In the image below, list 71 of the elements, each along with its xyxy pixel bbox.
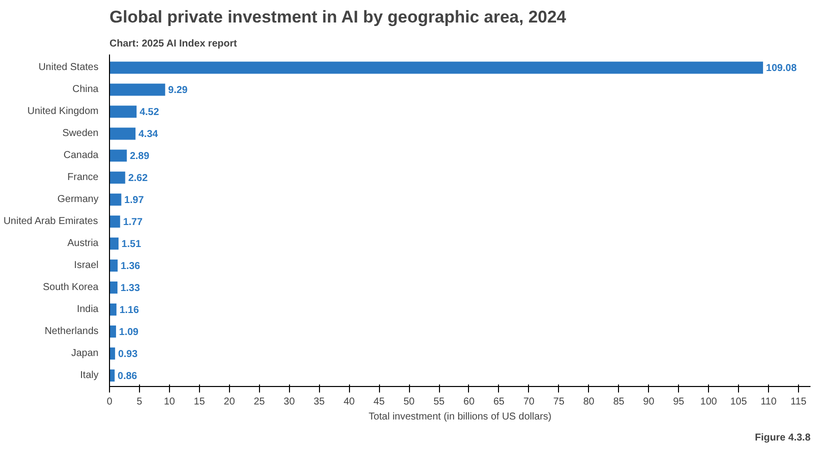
- chart-subtitle: Chart: 2025 AI Index report: [110, 38, 238, 50]
- x-tick-label: 70: [523, 396, 535, 408]
- bar: [110, 172, 126, 184]
- data-label: 4.52: [140, 107, 160, 118]
- x-axis-title: Total investment (in billions of US dollars): [368, 412, 552, 422]
- bar: [110, 194, 122, 206]
- data-label: 1.36: [120, 261, 141, 272]
- bar: [110, 216, 120, 228]
- x-tick-label: 55: [433, 396, 446, 408]
- x-tick-label: 50: [404, 396, 416, 408]
- y-tick-label: Italy: [80, 370, 99, 382]
- x-tick-label: 35: [314, 396, 326, 408]
- y-tick-label: Sweden: [62, 128, 99, 140]
- y-tick-label: Canada: [63, 150, 99, 162]
- y-tick-label: Israel: [74, 260, 98, 272]
- data-label: 1.77: [123, 217, 144, 228]
- x-tick-label: 60: [463, 396, 475, 408]
- bar: [110, 84, 166, 96]
- data-label: 1.51: [122, 239, 142, 250]
- x-tick-label: 90: [643, 396, 655, 408]
- bar: [110, 62, 764, 74]
- x-tick-label: 75: [553, 396, 565, 408]
- x-tick-label: 95: [673, 396, 685, 408]
- data-label: 1.33: [120, 283, 140, 294]
- x-tick-label: 20: [224, 396, 236, 408]
- bar: [110, 282, 118, 294]
- x-tick-label: 25: [254, 396, 266, 408]
- data-label: 109.08: [766, 63, 798, 74]
- y-tick-label: Austria: [67, 238, 99, 250]
- data-label: 0.93: [118, 349, 138, 360]
- data-label: 1.09: [119, 327, 139, 338]
- y-tick-label: United States: [38, 62, 99, 74]
- x-tick-label: 100: [700, 396, 718, 408]
- y-tick-label: Netherlands: [44, 326, 98, 338]
- y-tick-label: India: [76, 304, 99, 316]
- bar: [110, 304, 116, 316]
- x-tick-label: 110: [760, 396, 777, 408]
- x-tick-label: 115: [790, 396, 807, 408]
- y-tick-label: United Kingdom: [27, 106, 99, 118]
- x-tick-label: 30: [284, 396, 296, 408]
- bar: [110, 150, 127, 162]
- caption: Figure 4.3.8: [754, 432, 811, 444]
- chart-title: Global private investment in AI by geographic area, 2024: [110, 8, 567, 26]
- data-label: 2.89: [130, 151, 150, 162]
- bar: [110, 260, 118, 272]
- x-tick-label: 85: [613, 396, 625, 408]
- bar: [110, 238, 119, 250]
- x-tick-label: 15: [194, 396, 206, 408]
- bar: [110, 325, 116, 338]
- data-label: 0.86: [118, 371, 138, 382]
- x-tick-label: 105: [730, 396, 748, 408]
- x-tick-label: 40: [344, 396, 356, 408]
- x-tick-label: 80: [583, 396, 595, 408]
- data-label: 9.29: [168, 85, 188, 96]
- y-tick-label: South Korea: [42, 282, 99, 294]
- x-tick-label: 45: [374, 396, 386, 408]
- data-label: 1.16: [119, 305, 140, 316]
- data-label: 1.97: [124, 195, 144, 206]
- data-label: 2.62: [128, 173, 148, 184]
- x-tick-label: 10: [164, 396, 176, 408]
- y-tick-label: United Arab Emirates: [3, 216, 98, 228]
- x-tick-label: 65: [493, 396, 505, 408]
- x-tick-label: 0: [106, 396, 113, 408]
- y-tick-label: China: [72, 84, 99, 96]
- bar: [110, 106, 137, 118]
- y-tick-label: Japan: [71, 348, 99, 360]
- y-tick-label: Germany: [57, 194, 98, 206]
- x-tick-label: 5: [136, 396, 143, 408]
- data-label: 4.34: [138, 129, 158, 140]
- bar: [110, 128, 136, 140]
- y-tick-label: France: [67, 172, 99, 184]
